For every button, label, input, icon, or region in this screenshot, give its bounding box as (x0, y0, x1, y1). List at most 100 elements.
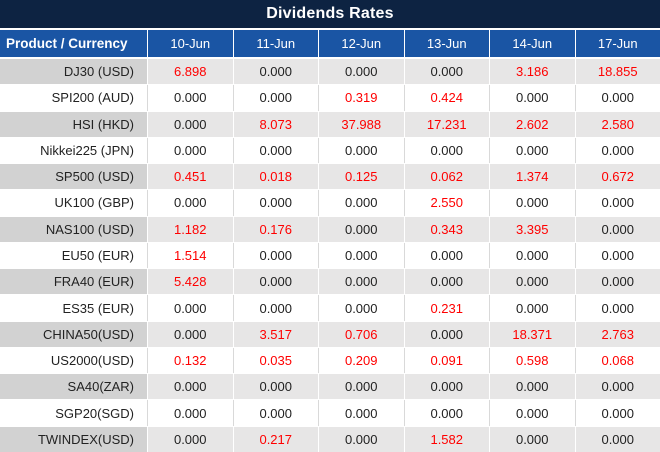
value-cell: 0.000 (148, 321, 234, 347)
product-cell: TWINDEX(USD) (0, 426, 148, 452)
value-cell: 0.217 (233, 426, 319, 452)
value-cell: 0.125 (319, 164, 405, 190)
value-cell: 3.395 (490, 216, 576, 242)
value-cell: 0.000 (490, 137, 576, 164)
value-cell: 0.000 (319, 190, 405, 216)
product-cell: DJ30 (USD) (0, 59, 148, 85)
date-header: 17-Jun (597, 36, 638, 51)
value-cell: 0.176 (233, 216, 319, 242)
product-cell: EU50 (EUR) (0, 242, 148, 269)
value-cell: 0.000 (404, 400, 490, 426)
date-header: 13-Jun (405, 30, 490, 57)
product-cell: FRA40 (EUR) (0, 269, 148, 295)
table-row: FRA40 (EUR) 5.428 0.000 0.000 0.000 0.000 0.00… (0, 269, 660, 296)
value-cell: 0.000 (148, 295, 234, 321)
value-cell: 0.000 (575, 216, 660, 242)
value-cell: 2.580 (575, 111, 660, 137)
date-header: 12-Jun (319, 30, 405, 57)
value-cell: 0.000 (575, 190, 660, 216)
value-cell: 1.582 (404, 426, 490, 452)
value-cell: 0.000 (490, 269, 576, 295)
value-cell: 0.000 (148, 85, 234, 111)
value-cell: 0.000 (233, 400, 319, 426)
value-cell: 0.000 (319, 216, 405, 242)
value-cell: 0.062 (404, 164, 490, 190)
value-cell: 0.000 (575, 242, 660, 269)
value-cell: 6.898 (148, 59, 234, 85)
value-cell: 0.000 (575, 85, 660, 111)
table-row: EU50 (EUR) 1.514 0.000 0.000 0.000 0.000 0.000 (0, 242, 660, 270)
table-body: DJ30 (USD) 6.898 0.000 0.000 0.000 3.186 18.85… (0, 59, 660, 452)
product-cell: SP500 (USD) (0, 164, 148, 190)
value-cell: 0.000 (319, 426, 405, 452)
product-cell: ES35 (EUR) (0, 295, 148, 321)
value-cell: 0.000 (490, 374, 576, 400)
product-cell: US2000(USD) (0, 347, 148, 374)
table-row: UK100 (GBP) 0.000 0.000 0.000 2.550 0.000 0.00… (0, 190, 660, 217)
table-row: CHINA50(USD) 0.000 3.517 0.706 0.000 18.371 2.… (0, 321, 660, 348)
value-cell: 8.073 (233, 111, 319, 137)
value-cell: 0.018 (233, 164, 319, 190)
value-cell: 5.428 (148, 269, 234, 295)
value-cell: 0.000 (404, 137, 490, 164)
product-currency-header: Product / Currency (0, 30, 148, 57)
value-cell: 0.000 (575, 374, 660, 400)
value-cell: 0.000 (319, 242, 405, 269)
date-header: 10-Jun (148, 30, 234, 57)
date-header: 11-Jun (234, 30, 319, 57)
value-cell: 0.000 (490, 85, 576, 111)
product-cell: CHINA50(USD) (0, 321, 148, 347)
value-cell: 0.000 (148, 137, 234, 164)
table-header-row: Product / Currency 10-Jun 11-Jun 12-Jun 13-… (0, 30, 660, 59)
value-cell: 0.000 (575, 295, 660, 321)
value-cell: 0.000 (490, 242, 576, 269)
value-cell: 0.000 (575, 400, 660, 426)
value-cell: 0.000 (575, 137, 660, 164)
value-cell: 0.035 (233, 347, 319, 374)
product-cell: SGP20(SGD) (0, 400, 148, 426)
value-cell: 1.374 (490, 164, 576, 190)
panel-title-bar: Dividends Rates (0, 0, 660, 30)
value-cell: 0.000 (233, 190, 319, 216)
table-row: SPI200 (AUD) 0.000 0.000 0.319 0.424 0.000 0.0… (0, 85, 660, 112)
table-row: SGP20(SGD) 0.000 0.000 0.000 0.000 0.000 0.000 (0, 400, 660, 427)
table-row: NAS100 (USD) 1.182 0.176 0.000 0.343 3.395 0.0… (0, 216, 660, 243)
value-cell: 1.514 (148, 242, 234, 269)
value-cell: 2.602 (490, 111, 576, 137)
value-cell: 3.517 (233, 321, 319, 347)
value-cell: 0.000 (148, 190, 234, 216)
table-row: HSI (HKD) 0.000 8.073 37.988 17.231 2.602 2.58… (0, 111, 660, 138)
value-cell: 0.068 (575, 347, 660, 374)
table-row: DJ30 (USD) 6.898 0.000 0.000 0.000 3.186 18.85… (0, 59, 660, 86)
value-cell: 0.000 (404, 59, 490, 85)
value-cell: 0.132 (148, 347, 234, 374)
value-cell: 0.000 (575, 426, 660, 452)
value-cell: 0.672 (575, 164, 660, 190)
value-cell: 0.000 (319, 59, 405, 85)
product-cell: Nikkei225 (JPN) (0, 137, 148, 164)
value-cell: 0.000 (319, 269, 405, 295)
table-row: Nikkei225 (JPN) 0.000 0.000 0.000 0.000 0.000… (0, 137, 660, 165)
value-cell: 0.000 (233, 295, 319, 321)
value-cell: 0.000 (319, 374, 405, 400)
value-cell: 0.000 (233, 85, 319, 111)
table-row: US2000(USD) 0.132 0.035 0.209 0.091 0.598 0.06… (0, 347, 660, 375)
table-row: SP500 (USD) 0.451 0.018 0.125 0.062 1.374 0.67… (0, 164, 660, 191)
product-cell: SA40(ZAR) (0, 374, 148, 400)
value-cell: 0.231 (404, 295, 490, 321)
value-cell: 0.000 (490, 426, 576, 452)
value-cell: 0.000 (319, 295, 405, 321)
date-header: 14-Jun (490, 30, 576, 57)
value-cell: 0.000 (148, 374, 234, 400)
value-cell: 3.186 (490, 59, 576, 85)
value-cell: 0.000 (319, 400, 405, 426)
value-cell: 0.000 (233, 59, 319, 85)
value-cell: 0.000 (404, 374, 490, 400)
value-cell: 0.424 (404, 85, 490, 111)
value-cell: 0.000 (404, 269, 490, 295)
value-cell: 0.000 (233, 242, 319, 269)
product-cell: HSI (HKD) (0, 111, 148, 137)
value-cell: 0.000 (148, 426, 234, 452)
value-cell: 0.000 (148, 400, 234, 426)
